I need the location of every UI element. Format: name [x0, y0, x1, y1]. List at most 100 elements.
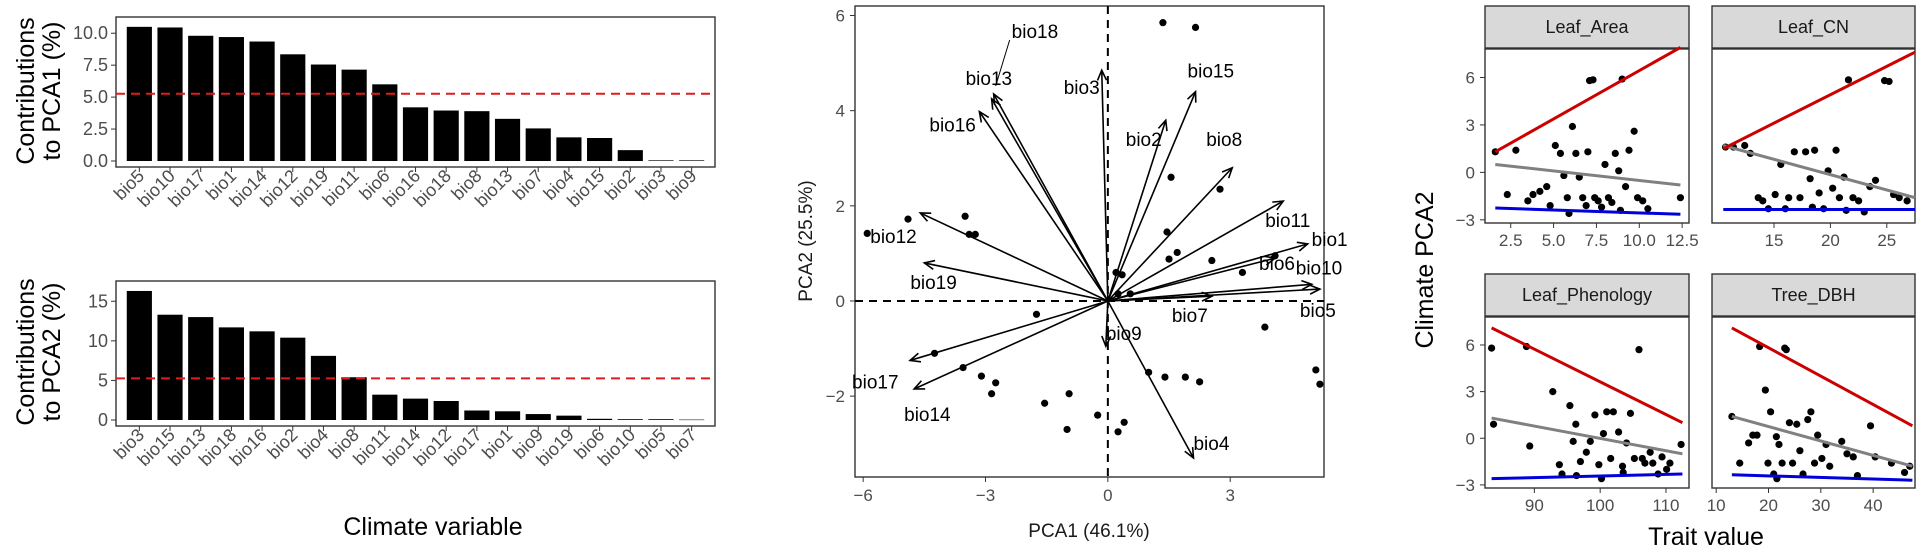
- facet-point: [1835, 194, 1844, 202]
- biplot-frame: [854, 5, 1325, 478]
- facet-point: [1543, 183, 1551, 191]
- pca1-y-axis-title-line1: Contributions: [12, 17, 40, 164]
- facet-point: [1546, 202, 1554, 210]
- bar-bio4: [556, 137, 582, 161]
- facet-point: [1586, 437, 1594, 445]
- x-tick-label: bio1: [478, 425, 516, 463]
- arrow-label-bio2: bio2: [1126, 130, 1162, 151]
- biplot-point: [1065, 390, 1073, 398]
- facet-point: [1829, 184, 1837, 192]
- facet-x-tick-label: 40: [1864, 496, 1883, 515]
- facet-frame: [1711, 48, 1916, 224]
- facet-x-tick-label: 10: [1707, 496, 1726, 515]
- facet-point: [1843, 450, 1851, 458]
- arrow-label-bio14: bio14: [904, 405, 951, 426]
- y-tick-label: 7.5: [83, 55, 108, 75]
- bar-bio16: [402, 107, 429, 161]
- facet-point: [1549, 388, 1557, 396]
- arrow-label-bio3: bio3: [1064, 78, 1100, 99]
- biplot-point: [1163, 228, 1171, 236]
- facet-point: [1551, 141, 1559, 150]
- arrow-label-bio9: bio9: [1106, 324, 1142, 345]
- facet-point: [1832, 146, 1840, 154]
- facet-point: [1676, 194, 1685, 202]
- biplot-point: [1216, 185, 1224, 193]
- facet-x-tick-label: 7.5: [1585, 231, 1609, 250]
- facet-frame: [1484, 316, 1690, 489]
- x-tick-label: bio2: [601, 166, 639, 204]
- bar-bio6: [587, 418, 613, 420]
- facet-y-tick-label: 6: [1466, 68, 1475, 87]
- biplot-y-tick-label: −2: [826, 387, 845, 406]
- arrow-label-bio6: bio6: [1259, 254, 1295, 275]
- arrow-label-bio4: bio4: [1193, 434, 1229, 455]
- pca2-bars: [116, 290, 715, 421]
- facet-x-tick-label: 110: [1652, 496, 1679, 515]
- arrow-label-bio11: bio11: [1265, 211, 1310, 232]
- bar-bio5: [648, 419, 674, 420]
- facet-point: [1903, 197, 1911, 205]
- facet-point: [1609, 408, 1617, 416]
- bar-bio1: [218, 37, 244, 161]
- biplot-x-tick-label: 0: [1103, 486, 1112, 505]
- biplot-point: [1165, 255, 1173, 263]
- facet-point: [1556, 149, 1565, 157]
- facet-strip-label: Leaf_Area: [1545, 17, 1629, 38]
- facet-x-tick-label: 30: [1811, 496, 1830, 515]
- facet-point: [1818, 454, 1826, 463]
- facet-point: [1796, 194, 1804, 202]
- arrow-head-bio2: [1157, 118, 1168, 132]
- facet-point: [1621, 183, 1630, 191]
- biplot-point: [1173, 248, 1181, 257]
- biplot-point: [1191, 23, 1200, 32]
- y-tick-label: 0: [98, 410, 108, 430]
- arrow-shaft-bio9: [1105, 300, 1109, 347]
- facet-point: [1572, 420, 1580, 428]
- bar-bio8: [341, 377, 367, 420]
- facet-x-tick-label: 25: [1877, 231, 1896, 250]
- y-tick-label: 10.0: [73, 23, 108, 43]
- y-tick-label: 10: [88, 331, 108, 351]
- facet-point: [1793, 420, 1801, 428]
- biplot-x-axis-title: PCA1 (46.1%): [1028, 521, 1149, 542]
- facet-x-tick-label: 20: [1759, 496, 1778, 515]
- facet-x-tick-label: 2.5: [1499, 231, 1523, 250]
- facet-point: [1555, 461, 1563, 469]
- bar-chart-pca1: 0.0 2.5 5.0 7.5 10.0 bio5bio10bio17bio1bio14…: [12, 16, 716, 211]
- biplot-arrows: bio1 bio2 bio3 bio4 bio5 bio6 bio7 bio8 bio9 bio1…: [852, 22, 1348, 460]
- facet-strip: [1484, 273, 1690, 317]
- arrow-label-bio5: bio5: [1300, 301, 1336, 322]
- biplot-zero-lines: [855, 6, 1324, 477]
- bar-bio7: [525, 128, 551, 161]
- facet-y-tick-label: −3: [1456, 211, 1475, 230]
- biplot-ticks: −6 −3 0 3 −2 0 2 4 6: [826, 7, 1235, 505]
- biplot-point: [1261, 323, 1269, 331]
- trend-line-blue: [1491, 472, 1683, 481]
- facet-point: [1639, 197, 1647, 205]
- pca1-y-axis-title-line2: to PCA1 (%): [38, 22, 66, 161]
- trend-line-red: [1722, 50, 1916, 150]
- arrow-shaft-bio4: [1107, 300, 1195, 459]
- facet-x-tick-label: 15: [1765, 231, 1784, 250]
- bar-bio19: [310, 64, 337, 161]
- arrow-head-bio14: [912, 380, 926, 390]
- biplot-points: [863, 19, 1324, 436]
- facet-point: [1594, 197, 1602, 205]
- x-tick-label: bio7: [509, 166, 547, 204]
- facet-x-tick-label: 20: [1821, 231, 1840, 250]
- facet-point: [1563, 194, 1571, 202]
- facet-point: [1871, 176, 1880, 184]
- biplot-y-axis-title: PCA2 (25.5%): [796, 180, 817, 301]
- arrow-head-bio19: [922, 259, 936, 270]
- facet-point: [1814, 431, 1822, 439]
- facet-point: [1568, 122, 1577, 131]
- trend-line-grey: [1491, 416, 1683, 456]
- biplot-point: [1208, 256, 1216, 265]
- bar-bio14: [402, 398, 429, 420]
- x-tick-label: bio3: [632, 166, 670, 204]
- x-tick-label: bio4: [294, 425, 332, 463]
- arrow-shaft-bio14: [913, 300, 1109, 390]
- facet-point: [1764, 459, 1772, 467]
- facet-point: [1761, 386, 1769, 394]
- facet-point: [1802, 148, 1810, 156]
